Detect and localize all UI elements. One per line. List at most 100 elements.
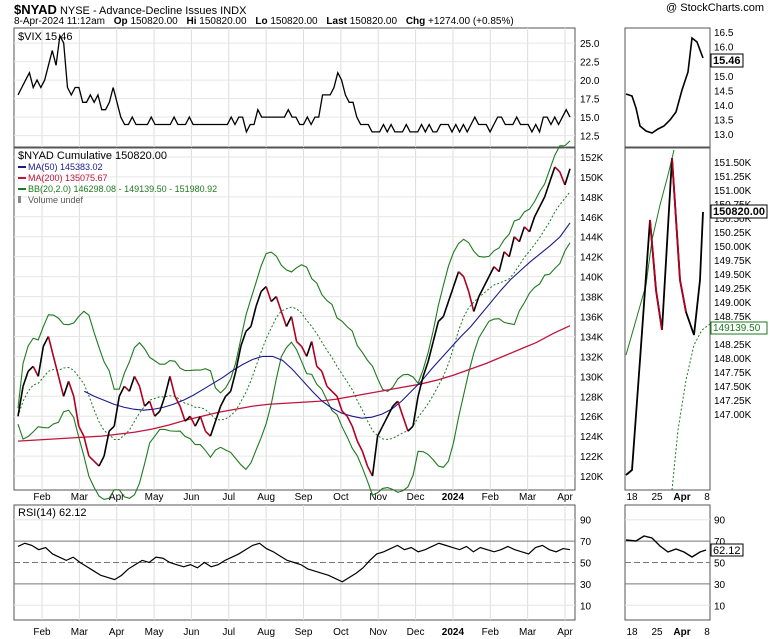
- price-segment: [483, 276, 490, 287]
- vix-last-badge: 15.46: [713, 55, 741, 67]
- main-legend-item: Volume undef: [28, 195, 84, 205]
- month-tick-label-rsi: Mar: [519, 627, 537, 638]
- rsi-last-badge: 62.12: [713, 545, 741, 557]
- bb-mid-badge: 149139.50: [713, 323, 761, 334]
- month-tick-label: Apr: [557, 492, 573, 503]
- price-segment: [118, 385, 126, 397]
- vix-zoom-tick: 14.5: [714, 86, 734, 97]
- rsi-zoom-tick: 30: [714, 580, 726, 591]
- price-segment: [554, 166, 561, 173]
- bb-mid-badge-box: [710, 321, 768, 335]
- low-value: 150820.00: [270, 16, 318, 27]
- price-segment: [265, 286, 272, 302]
- price-segment: [174, 395, 181, 407]
- main-zoom-tick: 149.25K: [714, 284, 752, 295]
- month-tick-label: Feb: [482, 492, 500, 503]
- price-segment: [508, 236, 516, 257]
- month-tick-label-rsi: Jun: [183, 627, 199, 638]
- price-segment: [412, 396, 419, 427]
- chg-value: +1274.00 (+0.85%): [428, 16, 514, 27]
- price-segment: [194, 415, 202, 427]
- price-segment: [240, 331, 247, 347]
- price-segment: [321, 371, 328, 387]
- price-segment: [204, 430, 212, 437]
- vix-zoom-tick: 15.0: [714, 72, 734, 83]
- main-legend-item: MA(200) 135075.67: [28, 173, 108, 183]
- zoom-tick-label-rsi: 25: [651, 627, 663, 638]
- main-zoom-tick: 150.00K: [714, 242, 752, 253]
- zoom-tick-label: 8: [704, 492, 710, 503]
- vix-tick-label: 22.5: [580, 58, 600, 69]
- rsi-tick-label: 90: [580, 516, 592, 527]
- main-zoom-tick: 149.00K: [714, 298, 752, 309]
- price-segment: [37, 346, 45, 377]
- price-segment: [543, 181, 551, 198]
- price-segment: [432, 321, 440, 342]
- main-tick-label: 126K: [580, 412, 604, 423]
- price-segment: [442, 301, 450, 317]
- main-tick-label: 150K: [580, 173, 604, 184]
- main-zoom-tick: 148.00K: [714, 354, 752, 365]
- price-segment: [341, 410, 348, 417]
- vix-tick-label: 15.0: [580, 113, 600, 124]
- price-segment: [169, 376, 176, 397]
- zoom-tick-label-rsi: Apr: [673, 627, 690, 638]
- main-zoom-tick: 149.75K: [714, 256, 752, 267]
- month-tick-label-rsi: May: [145, 627, 164, 638]
- price-segment: [300, 346, 308, 357]
- price-segment: [98, 455, 105, 467]
- main-zoom-tick: 151.00K: [714, 186, 752, 197]
- vix-last-badge-box: [710, 53, 744, 68]
- bb-upper-band: [17, 140, 571, 409]
- main-zoom-tick: 151.50K: [714, 158, 752, 169]
- price-segment: [290, 316, 298, 342]
- month-tick-label: Nov: [369, 492, 387, 503]
- main-legend-item: $NYAD Cumulative 150820.00: [18, 150, 167, 162]
- main-zoom-tick: 149.50K: [714, 270, 752, 281]
- zoom-price-down: [671, 157, 687, 313]
- main-zoom-tick: 147.75K: [714, 368, 752, 379]
- price-segment: [493, 266, 500, 273]
- price-segment: [179, 405, 186, 422]
- price-segment: [184, 415, 191, 422]
- price-segment: [447, 286, 455, 302]
- month-tick-label-rsi: Jul: [222, 627, 235, 638]
- price-segment: [452, 271, 460, 287]
- main-tick-label: 140K: [580, 273, 604, 284]
- vix-zoom-tick: 14.0: [714, 101, 734, 112]
- month-tick-label: Jul: [222, 492, 235, 503]
- price-segment: [533, 206, 541, 218]
- price-segment: [250, 306, 257, 327]
- main-zoom-tick: 147.50K: [714, 382, 752, 393]
- zoom-price-down: [649, 219, 663, 331]
- main-zoom-tick: 150.50K: [714, 214, 752, 225]
- main-tick-label: 146K: [580, 213, 604, 224]
- price-segment: [326, 385, 333, 392]
- price-segment: [392, 400, 399, 407]
- price-segment: [103, 431, 110, 457]
- vix-zoom-tick: 16.5: [714, 28, 734, 39]
- price-segment: [42, 336, 50, 347]
- vix-tick-label: 17.5: [580, 95, 600, 106]
- price-segment: [72, 396, 80, 427]
- month-tick-label-rsi: Apr: [557, 627, 573, 638]
- price-segment: [478, 286, 485, 297]
- price-segment: [548, 166, 556, 183]
- main-tick-label: 138K: [580, 293, 604, 304]
- main-tick-label: 142K: [580, 253, 604, 264]
- main-zoom-tick: 151.25K: [714, 172, 752, 183]
- rsi-zoom-tick: 10: [714, 601, 726, 612]
- last-value: 150820.00: [349, 16, 398, 27]
- price-segment: [402, 415, 409, 432]
- rsi-last-badge-box: [710, 543, 744, 557]
- price-segment: [538, 196, 546, 208]
- price-segment: [255, 291, 262, 307]
- price-segment: [559, 171, 566, 186]
- price-segment: [295, 340, 303, 347]
- main-zoom-tick: 148.25K: [714, 340, 752, 351]
- price-segment: [199, 415, 207, 432]
- price-segment: [270, 295, 277, 303]
- price-segment: [437, 315, 444, 323]
- zoom-tick-label: 18: [626, 492, 638, 503]
- high-value: 150820.00: [199, 16, 247, 27]
